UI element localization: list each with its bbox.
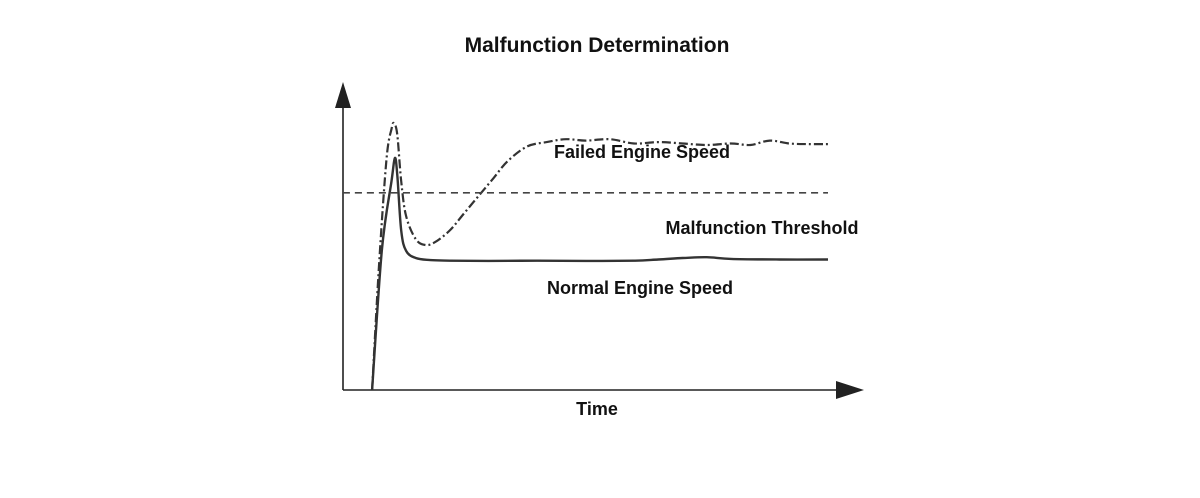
series-label-malfunction-threshold: Malfunction Threshold (666, 218, 859, 238)
y-axis-arrowhead (335, 82, 351, 108)
chart-title: Malfunction Determination (465, 34, 730, 57)
x-axis-label: Time (576, 399, 618, 419)
series-line-normal-engine-speed (370, 156, 829, 391)
series-label-failed-engine-speed: Failed Engine Speed (554, 142, 730, 162)
axes (335, 82, 864, 399)
series-label-normal-engine-speed: Normal Engine Speed (547, 278, 733, 298)
series-layer (343, 121, 829, 391)
x-axis-arrowhead (836, 381, 864, 399)
series-line-failed-engine-speed (371, 121, 829, 391)
